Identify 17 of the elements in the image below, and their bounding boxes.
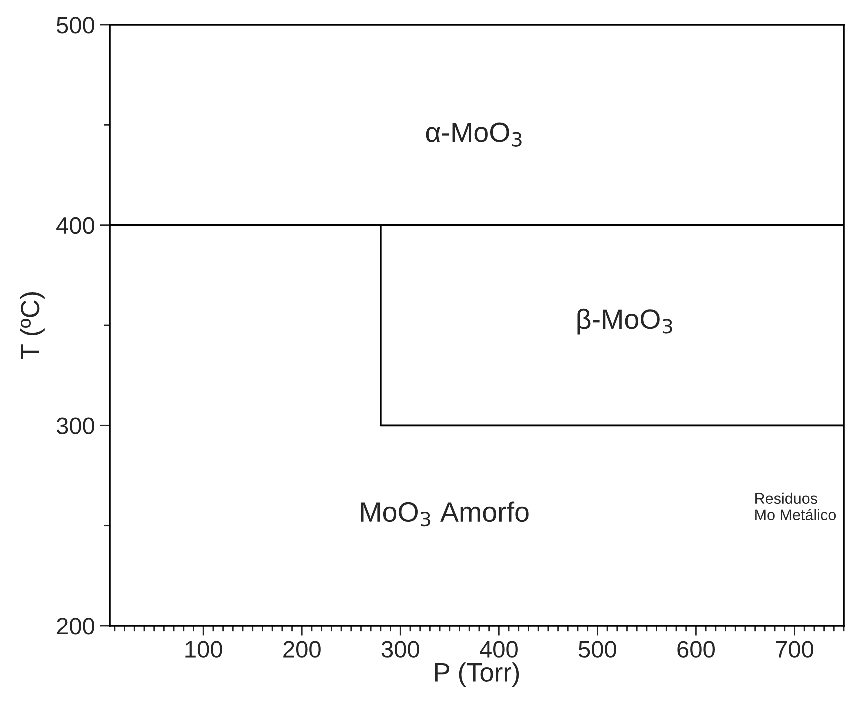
x-tick-label: 200 [284, 641, 321, 658]
x-tick-label: 300 [382, 641, 420, 658]
x-tick-label: 500 [578, 641, 616, 658]
annotation: Residuos Mo Metálico [756, 492, 836, 521]
x-axis-title: P (Torr) [435, 662, 520, 688]
annotation: β-MoO$_{3}$ [578, 308, 672, 335]
x-tick-label: 700 [776, 641, 814, 658]
x-tick-label: 100 [186, 641, 222, 658]
x-tick-label: 400 [480, 641, 518, 658]
annotation: MoO$_{3}$ Amorfo [361, 502, 529, 527]
y-axis-title: T (ºC) [20, 292, 45, 360]
annotation: α-MoO$_{3}$ [426, 122, 522, 147]
y-tick-label: 300 [56, 418, 94, 434]
y-tick-label: 500 [56, 17, 94, 34]
y-tick-label: 200 [57, 618, 94, 635]
x-tick-label: 600 [678, 641, 715, 658]
y-tick-label: 400 [56, 217, 94, 234]
